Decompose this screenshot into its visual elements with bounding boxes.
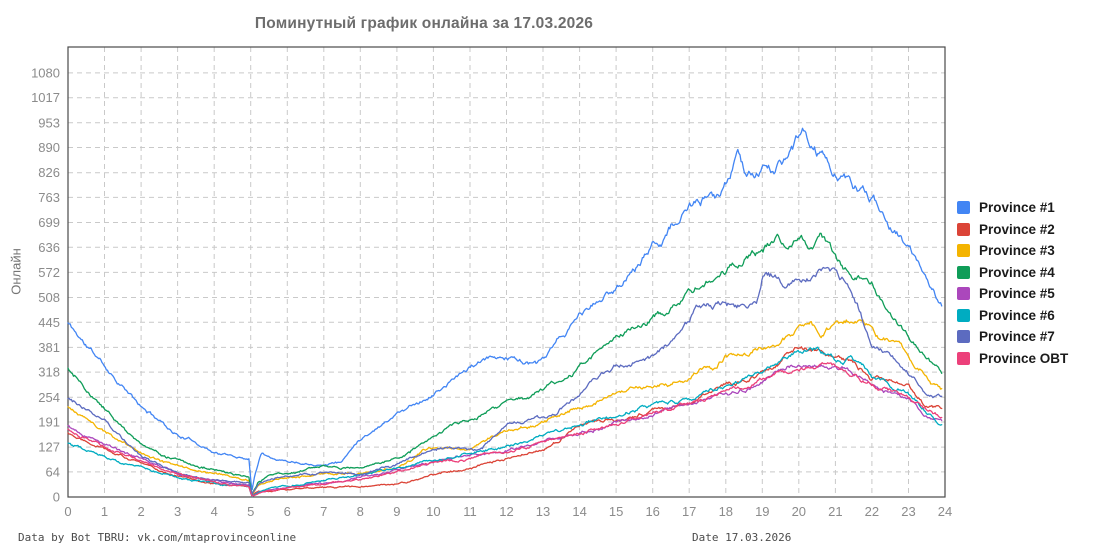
legend-swatch-province-2 bbox=[957, 222, 970, 236]
y-axis-tick-label: 636 bbox=[38, 240, 60, 255]
legend-item-province-7: Province #7 bbox=[957, 326, 1068, 348]
x-axis-tick-label: 20 bbox=[792, 504, 806, 519]
y-axis-tick-label: 254 bbox=[38, 390, 60, 405]
y-axis-tick-label: 381 bbox=[38, 340, 60, 355]
y-axis-tick-label: 826 bbox=[38, 165, 60, 180]
y-axis-tick-label: 953 bbox=[38, 115, 60, 130]
legend-swatch-province-7 bbox=[957, 330, 970, 344]
x-axis-tick-label: 1 bbox=[101, 504, 108, 519]
x-axis-tick-label: 11 bbox=[463, 504, 477, 519]
legend-item-province-6: Province #6 bbox=[957, 305, 1068, 327]
legend-swatch-province-1 bbox=[957, 201, 970, 215]
plot-area-border bbox=[67, 46, 946, 498]
legend-swatch-province-5 bbox=[957, 287, 970, 301]
credits-text: Data by Bot TBRU: vk.com/mtaprovinceonli… bbox=[18, 531, 297, 544]
y-axis-tick-label: 763 bbox=[38, 190, 60, 205]
y-axis-tick-label: 1080 bbox=[31, 65, 60, 80]
y-axis-tick-label: 572 bbox=[38, 265, 60, 280]
legend: Province #1 Province #2 Province #3 Provinc… bbox=[957, 197, 1068, 369]
x-axis-tick-label: 16 bbox=[645, 504, 659, 519]
legend-item-province-3: Province #3 bbox=[957, 240, 1068, 262]
x-axis-tick-label: 23 bbox=[901, 504, 915, 519]
y-axis-tick-label: 64 bbox=[46, 464, 60, 479]
legend-swatch-province-obt bbox=[957, 351, 970, 365]
legend-label: Province #2 bbox=[979, 221, 1055, 237]
legend-swatch-province-4 bbox=[957, 265, 970, 279]
x-axis-tick-label: 10 bbox=[426, 504, 440, 519]
chart-title: Поминутный график онлайна за 17.03.2026 bbox=[254, 15, 594, 32]
legend-label: Province #3 bbox=[979, 243, 1055, 259]
x-axis-tick-label: 9 bbox=[393, 504, 400, 519]
legend-label: Province #1 bbox=[979, 200, 1055, 216]
x-axis-tick-label: 13 bbox=[536, 504, 550, 519]
date-text: Date 17.03.2026 bbox=[692, 531, 792, 544]
x-axis-tick-label: 15 bbox=[609, 504, 623, 519]
y-axis-tick-label: 890 bbox=[38, 140, 60, 155]
x-axis-tick-label: 5 bbox=[247, 504, 254, 519]
x-axis-tick-label: 6 bbox=[284, 504, 291, 519]
x-axis-tick-label: 19 bbox=[755, 504, 769, 519]
x-axis-tick-label: 8 bbox=[357, 504, 364, 519]
y-axis-tick-label: 318 bbox=[38, 365, 60, 380]
x-axis-tick-label: 0 bbox=[64, 504, 71, 519]
x-axis-tick-label: 14 bbox=[572, 504, 586, 519]
series-line-province-obt bbox=[67, 362, 943, 497]
x-axis-tick-label: 12 bbox=[499, 504, 513, 519]
legend-label: Province #5 bbox=[979, 286, 1055, 302]
x-axis-tick-label: 18 bbox=[719, 504, 733, 519]
x-axis-tick-label: 22 bbox=[865, 504, 879, 519]
y-axis-tick-label: 127 bbox=[38, 440, 60, 455]
series-line-province-2 bbox=[67, 346, 943, 497]
y-axis-tick-label: 445 bbox=[38, 315, 60, 330]
series-line-province-7 bbox=[67, 266, 943, 495]
x-axis-tick-label: 17 bbox=[682, 504, 696, 519]
legend-item-province-obt: Province OBT bbox=[957, 348, 1068, 370]
legend-label: Province #4 bbox=[979, 264, 1055, 280]
series-line-province-3 bbox=[67, 319, 943, 496]
legend-label: Province #6 bbox=[979, 307, 1055, 323]
x-axis-tick-label: 21 bbox=[828, 504, 842, 519]
series-line-province-1 bbox=[67, 127, 943, 491]
x-axis-tick-label: 4 bbox=[211, 504, 218, 519]
legend-label: Province #7 bbox=[979, 329, 1055, 345]
series-line-province-6 bbox=[67, 346, 943, 498]
legend-item-province-2: Province #2 bbox=[957, 219, 1068, 241]
legend-item-province-5: Province #5 bbox=[957, 283, 1068, 305]
y-axis-tick-label: 191 bbox=[38, 415, 60, 430]
y-axis-tick-label: 699 bbox=[38, 215, 60, 230]
legend-label: Province OBT bbox=[979, 350, 1069, 366]
legend-swatch-province-3 bbox=[957, 244, 970, 258]
x-axis-tick-label: 2 bbox=[137, 504, 144, 519]
x-axis-tick-label: 24 bbox=[938, 504, 952, 519]
y-axis-tick-label: 0 bbox=[53, 490, 60, 505]
series-line-province-4 bbox=[67, 232, 943, 495]
legend-item-province-4: Province #4 bbox=[957, 262, 1068, 284]
y-axis-tick-label: 1017 bbox=[31, 90, 60, 105]
x-axis-tick-label: 7 bbox=[320, 504, 327, 519]
x-axis-tick-label: 3 bbox=[174, 504, 181, 519]
y-axis-tick-label: 508 bbox=[38, 290, 60, 305]
legend-item-province-1: Province #1 bbox=[957, 197, 1068, 219]
legend-swatch-province-6 bbox=[957, 308, 970, 322]
